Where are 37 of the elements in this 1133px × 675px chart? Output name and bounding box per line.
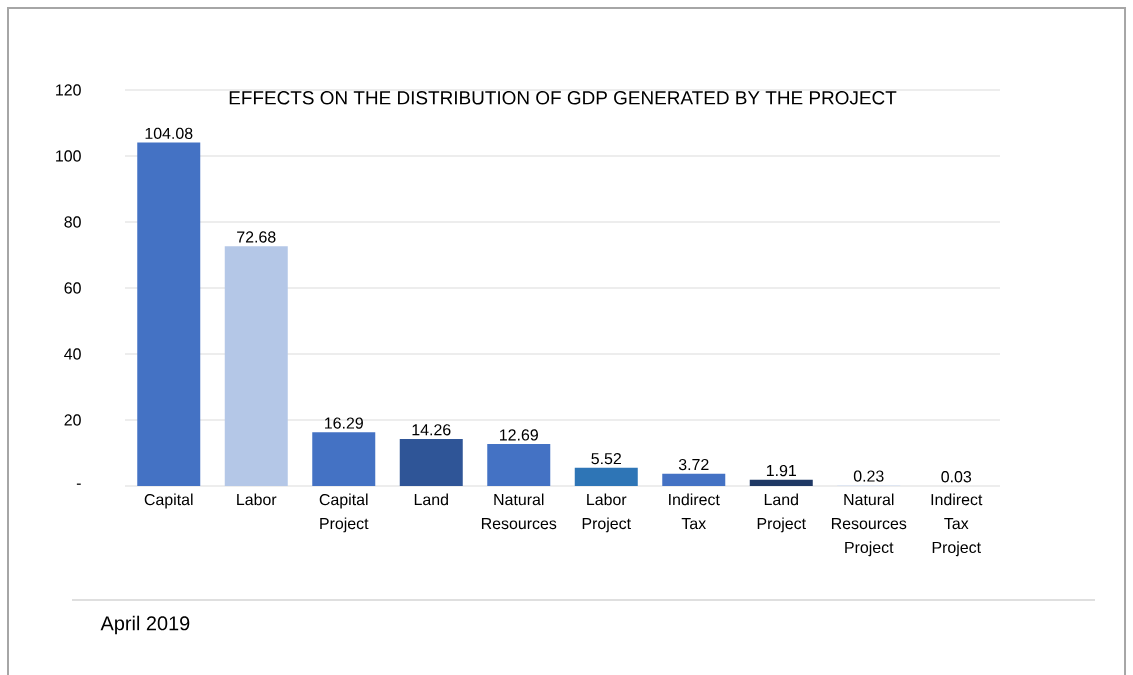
- data-label: 14.26: [412, 424, 451, 436]
- data-label: 104.08: [145, 127, 193, 140]
- x-tick-label: Capital: [144, 493, 193, 509]
- chart-title: EFFECTS ON THE DISTRIBUTION OF GDP GENERATED BY THE PROJECT: [229, 91, 897, 105]
- bar: [749, 479, 813, 486]
- bar: [487, 444, 551, 486]
- data-label: 0.03: [941, 471, 972, 483]
- data-label: 0.23: [853, 470, 884, 482]
- bar: [399, 438, 463, 486]
- x-tick-label: Indirect Tax: [669, 493, 720, 530]
- text: April 2019: [100, 615, 190, 635]
- y-tick-label: 40: [64, 348, 81, 360]
- y-tick-label: -: [76, 483, 81, 485]
- bar: [224, 246, 288, 486]
- x-tick-label: Capital Project: [319, 493, 369, 533]
- data-label: 5.52: [591, 452, 621, 465]
- x-tick-label: Natural Resources: [481, 493, 557, 530]
- bar: [137, 142, 201, 486]
- x-tick-label: Indirect Tax Project: [931, 493, 983, 557]
- data-label: 1.91: [766, 464, 796, 477]
- y-tick-label: 20: [64, 414, 81, 426]
- data-label: 16.29: [325, 417, 363, 429]
- bar: [574, 467, 638, 486]
- data-label: 72.68: [237, 231, 276, 243]
- bar: [662, 473, 726, 486]
- x-tick-label: Land: [414, 493, 448, 506]
- x-tick-label: Land Project: [757, 493, 806, 533]
- x-tick-label: Labor Project: [582, 493, 631, 533]
- y-tick-label: 120: [56, 84, 81, 96]
- data-label: 12.69: [500, 429, 538, 441]
- bar: [312, 432, 376, 486]
- y-tick-label: 80: [64, 216, 81, 228]
- y-tick-label: 60: [64, 282, 81, 294]
- data-label: 3.72: [678, 458, 709, 471]
- x-tick-label: Natural Resources Project: [831, 493, 907, 557]
- x-tick-label: Labor: [237, 493, 277, 506]
- y-tick-label: 100: [56, 150, 81, 162]
